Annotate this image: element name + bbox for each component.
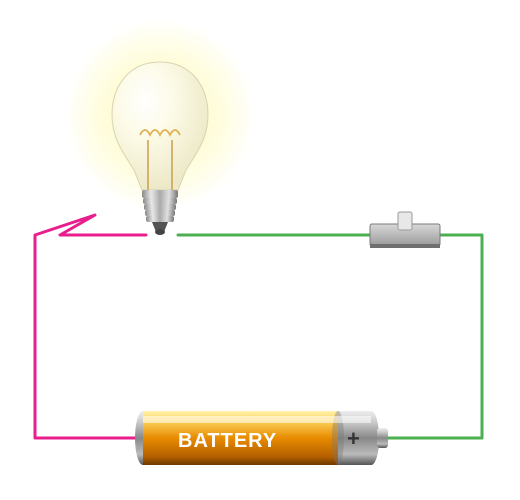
battery-plus: + bbox=[347, 426, 360, 451]
light-bulb bbox=[112, 62, 208, 235]
battery-label: BATTERY bbox=[178, 430, 277, 452]
positive-wire bbox=[178, 235, 482, 438]
negative-wire bbox=[35, 215, 146, 438]
switch bbox=[370, 212, 440, 248]
battery: BATTERY + bbox=[135, 411, 388, 465]
circuit-diagram: BATTERY + bbox=[0, 0, 520, 500]
